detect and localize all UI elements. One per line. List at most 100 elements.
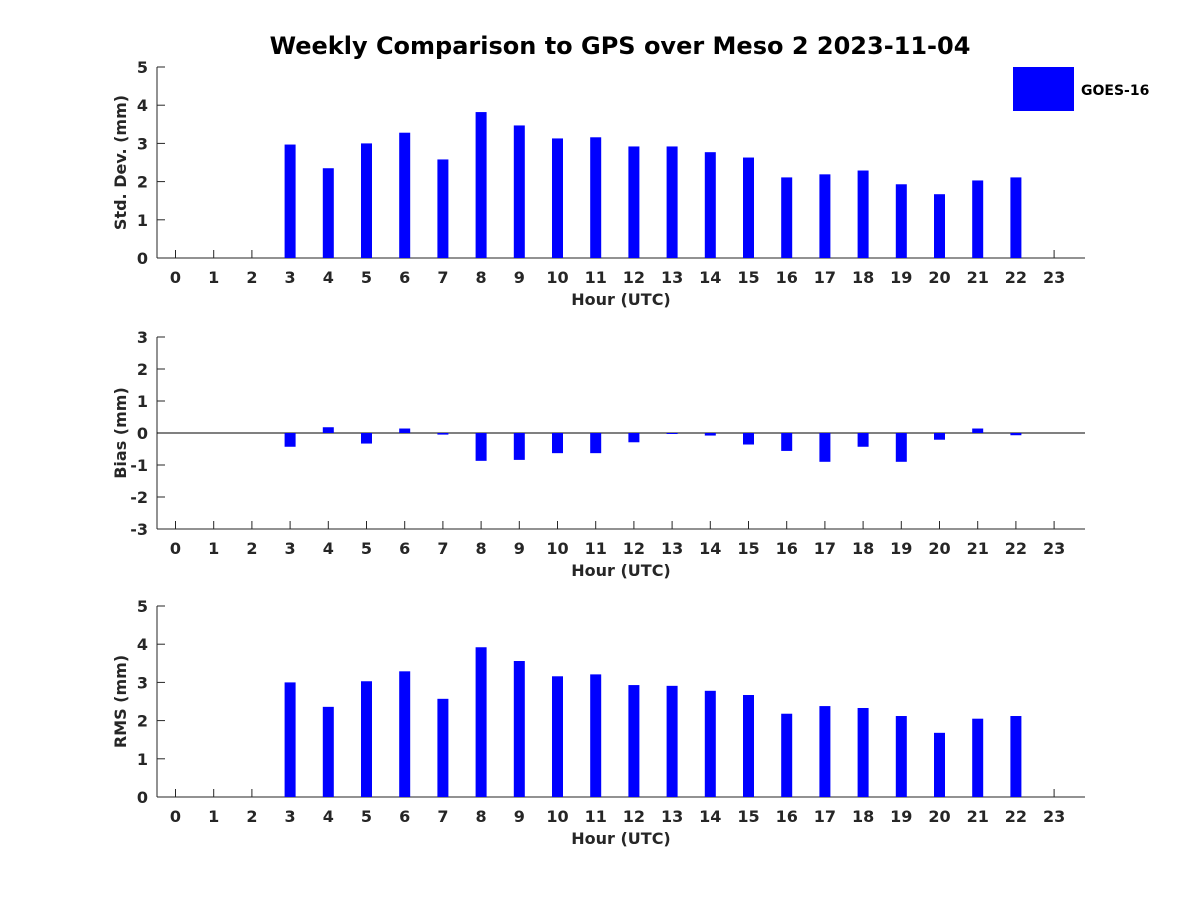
x-tick-label: 2 bbox=[246, 268, 257, 287]
bar-hour-3 bbox=[284, 144, 296, 258]
x-tick-label: 20 bbox=[928, 539, 950, 558]
x-tick-label: 14 bbox=[699, 268, 721, 287]
y-tick-label: -2 bbox=[130, 488, 148, 507]
y-tick-label: 1 bbox=[137, 750, 148, 769]
x-tick-label: 10 bbox=[546, 539, 568, 558]
x-tick-label: 0 bbox=[170, 807, 181, 826]
bar-hour-11 bbox=[590, 674, 602, 797]
x-tick-label: 3 bbox=[285, 268, 296, 287]
bar-hour-21 bbox=[972, 428, 984, 433]
bar-hour-14 bbox=[704, 433, 716, 436]
x-tick-label: 8 bbox=[476, 268, 487, 287]
x-tick-label: 7 bbox=[437, 539, 448, 558]
x-tick-label: 1 bbox=[208, 268, 219, 287]
x-tick-label: 16 bbox=[776, 268, 798, 287]
y-tick-label: -3 bbox=[130, 520, 148, 539]
y-tick-label: 3 bbox=[137, 134, 148, 153]
bar-hour-19 bbox=[895, 433, 907, 462]
x-tick-label: 4 bbox=[323, 807, 334, 826]
bar-hour-18 bbox=[857, 170, 869, 258]
x-tick-label: 22 bbox=[1005, 539, 1027, 558]
bar-hour-10 bbox=[552, 138, 563, 258]
y-tick-label: 5 bbox=[137, 597, 148, 616]
bar-hour-21 bbox=[972, 718, 984, 797]
bar-hour-8 bbox=[475, 433, 487, 461]
bar-hour-4 bbox=[322, 168, 334, 258]
bar-hour-12 bbox=[628, 433, 640, 443]
bar-hour-12 bbox=[628, 146, 640, 258]
y-tick-label: 3 bbox=[137, 328, 148, 347]
bar-hour-6 bbox=[399, 132, 411, 258]
x-tick-label: 14 bbox=[699, 807, 721, 826]
y-axis-label: Std. Dev. (mm) bbox=[111, 95, 130, 230]
x-tick-label: 8 bbox=[476, 807, 487, 826]
bar-hour-13 bbox=[666, 433, 678, 434]
bar-hour-22 bbox=[1010, 177, 1022, 258]
bar-hour-8 bbox=[475, 647, 487, 797]
x-tick-label: 10 bbox=[546, 807, 568, 826]
x-tick-label: 5 bbox=[361, 807, 372, 826]
bar-hour-5 bbox=[361, 433, 372, 444]
chart-title: Weekly Comparison to GPS over Meso 2 202… bbox=[270, 32, 971, 60]
x-tick-label: 22 bbox=[1005, 807, 1027, 826]
x-axis-label: Hour (UTC) bbox=[571, 290, 671, 309]
x-tick-label: 11 bbox=[585, 807, 607, 826]
y-tick-label: 1 bbox=[137, 392, 148, 411]
bar-hour-8 bbox=[475, 112, 487, 259]
x-tick-label: 7 bbox=[437, 268, 448, 287]
bar-hour-19 bbox=[895, 716, 907, 797]
y-tick-label: 2 bbox=[137, 360, 148, 379]
y-tick-label: 2 bbox=[137, 173, 148, 192]
x-tick-label: 12 bbox=[623, 807, 645, 826]
x-tick-label: 2 bbox=[246, 539, 257, 558]
x-tick-label: 5 bbox=[361, 539, 372, 558]
x-tick-label: 18 bbox=[852, 268, 874, 287]
x-tick-label: 21 bbox=[967, 539, 989, 558]
bar-hour-15 bbox=[743, 157, 754, 258]
x-tick-label: 22 bbox=[1005, 268, 1027, 287]
x-tick-label: 9 bbox=[514, 268, 525, 287]
bar-hour-7 bbox=[437, 433, 449, 435]
legend: GOES-16 bbox=[1013, 67, 1149, 111]
bar-hour-17 bbox=[819, 433, 831, 462]
x-tick-label: 20 bbox=[928, 807, 950, 826]
x-tick-label: 16 bbox=[776, 539, 798, 558]
bar-hour-20 bbox=[934, 433, 945, 440]
bar-hour-17 bbox=[819, 174, 831, 258]
x-tick-label: 12 bbox=[623, 268, 645, 287]
bar-hour-16 bbox=[781, 433, 793, 451]
y-tick-label: 4 bbox=[137, 96, 148, 115]
y-tick-label: 0 bbox=[137, 788, 148, 807]
bar-hour-12 bbox=[628, 685, 640, 797]
bar-hour-11 bbox=[590, 433, 602, 454]
legend-label: GOES-16 bbox=[1081, 83, 1149, 99]
x-tick-label: 5 bbox=[361, 268, 372, 287]
bar-hour-9 bbox=[513, 433, 525, 460]
x-tick-label: 0 bbox=[170, 268, 181, 287]
x-tick-label: 14 bbox=[699, 539, 721, 558]
x-tick-label: 11 bbox=[585, 268, 607, 287]
x-tick-label: 2 bbox=[246, 807, 257, 826]
bar-hour-15 bbox=[743, 695, 754, 797]
x-tick-label: 0 bbox=[170, 539, 181, 558]
x-tick-label: 15 bbox=[737, 268, 759, 287]
x-tick-label: 4 bbox=[323, 268, 334, 287]
y-tick-label: 2 bbox=[137, 712, 148, 731]
bar-hour-11 bbox=[590, 137, 602, 258]
x-tick-label: 1 bbox=[208, 539, 219, 558]
x-tick-label: 19 bbox=[890, 539, 912, 558]
bar-hour-3 bbox=[284, 682, 296, 797]
x-tick-label: 16 bbox=[776, 807, 798, 826]
legend-swatch bbox=[1013, 67, 1074, 111]
y-tick-label: 5 bbox=[137, 58, 148, 77]
bar-hour-15 bbox=[743, 433, 754, 445]
bar-hour-16 bbox=[781, 177, 793, 258]
bar-hour-13 bbox=[666, 146, 678, 258]
bar-hour-22 bbox=[1010, 716, 1022, 797]
x-tick-label: 3 bbox=[285, 539, 296, 558]
bar-hour-22 bbox=[1010, 433, 1022, 436]
x-tick-label: 17 bbox=[814, 268, 836, 287]
bar-hour-6 bbox=[399, 428, 411, 433]
